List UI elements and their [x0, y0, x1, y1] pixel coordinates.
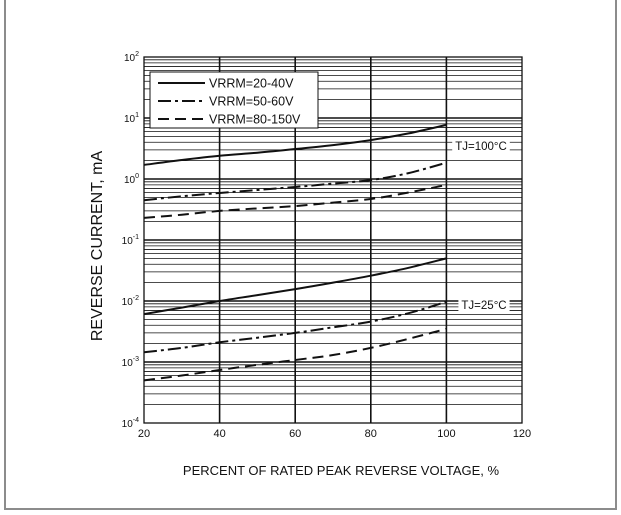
y-tick-base: 10 — [122, 236, 134, 247]
curve-tj-25-c-vrrm-20-40v — [143, 257, 447, 316]
y-tick-exponent: -3 — [133, 356, 139, 363]
curve-tj-100-c-vrrm-20-40v — [143, 123, 447, 166]
legend-label: VRRM=20-40V — [209, 77, 294, 91]
legend-entry: VRRM=50-60V — [158, 95, 294, 109]
y-tick-exponent: -2 — [133, 295, 139, 302]
y-tick-exponent: 0 — [135, 173, 139, 180]
y-tick-label: 100 — [124, 173, 139, 186]
y-tick-exponent: -1 — [133, 234, 139, 241]
x-tick-label: 20 — [138, 428, 150, 440]
y-tick-base: 10 — [124, 53, 136, 64]
y-tick-label: 101 — [124, 112, 139, 125]
legend: VRRM=20-40V VRRM=50-60V VRRM=80-150V — [149, 71, 319, 129]
y-tick-label: 10-3 — [122, 356, 139, 369]
y-tick-label: 10-2 — [122, 295, 139, 308]
x-tick-label: 100 — [437, 428, 455, 440]
temperature-label-background — [452, 140, 510, 154]
curve-tj-100-c-vrrm-50-60v — [143, 161, 447, 202]
temperature-label: TJ=100°C — [455, 141, 507, 153]
temperature-labels: TJ=100°C TJ=25°C — [452, 140, 510, 313]
y-tick-label: 102 — [124, 51, 139, 64]
curve-tj-25-c-vrrm-80-150v — [143, 327, 447, 382]
y-tick-label: 10-4 — [122, 417, 139, 430]
x-tick-label: 120 — [513, 428, 531, 440]
y-tick-base: 10 — [124, 175, 136, 186]
legend-entry: VRRM=20-40V — [158, 77, 294, 91]
y-tick-base: 10 — [122, 419, 134, 430]
page-frame — [4, 0, 617, 510]
curves — [143, 123, 447, 382]
y-axis-label: REVERSE CURRENT, mA — [89, 151, 106, 342]
legend-label: VRRM=50-60V — [209, 95, 294, 109]
legend-entry: VRRM=80-150V — [158, 113, 301, 127]
x-tick-label: 80 — [365, 428, 377, 440]
y-tick-exponent: 2 — [135, 51, 139, 58]
y-tick-base: 10 — [122, 358, 134, 369]
y-tick-exponent: -4 — [133, 417, 139, 424]
y-tick-exponent: 1 — [135, 112, 139, 119]
x-axis-label: PERCENT OF RATED PEAK REVERSE VOLTAGE, % — [183, 463, 500, 478]
legend-label: VRRM=80-150V — [209, 113, 301, 127]
x-tick-label: 60 — [289, 428, 301, 440]
grid — [143, 56, 523, 424]
plot-frame — [143, 56, 523, 424]
x-tick-label: 40 — [213, 428, 225, 440]
y-tick-base: 10 — [124, 114, 136, 125]
temperature-label-background — [458, 299, 510, 313]
y-tick-label: 10-1 — [122, 234, 139, 247]
y-tick-base: 10 — [122, 297, 134, 308]
temperature-label: TJ=25°C — [461, 300, 506, 312]
curve-tj-25-c-vrrm-50-60v — [143, 300, 447, 354]
